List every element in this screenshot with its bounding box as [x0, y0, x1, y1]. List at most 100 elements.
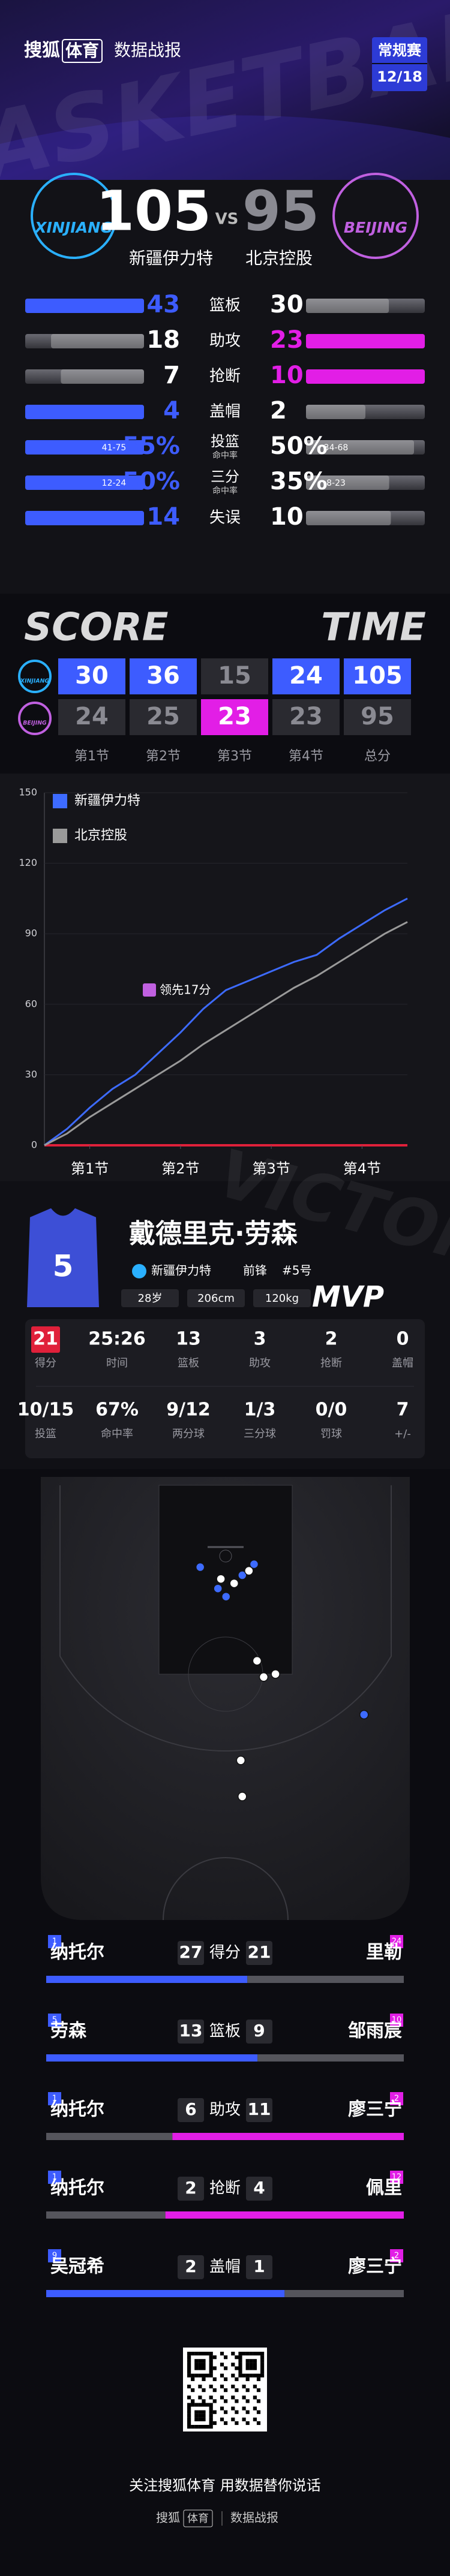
- leader-category: 得分: [209, 1944, 241, 1962]
- qr-module: [253, 2384, 257, 2389]
- qr-module: [198, 2417, 202, 2421]
- badge-number: 10: [392, 2016, 402, 2025]
- qr-module: [209, 2425, 213, 2429]
- qr-module: [231, 2373, 235, 2378]
- home-stat-bar: [61, 369, 145, 384]
- home-score: 105: [96, 179, 211, 243]
- away-leader-value: 21: [248, 1942, 271, 1962]
- player-position: 前锋: [243, 1263, 267, 1278]
- qr-module: [209, 2410, 213, 2414]
- qr-module: [235, 2388, 239, 2393]
- hoop: [219, 1549, 232, 1563]
- qr-module: [194, 2410, 199, 2414]
- qr-module: [194, 2403, 199, 2407]
- quarter-header: 第1节: [74, 749, 109, 764]
- y-tick-label: 150: [19, 787, 37, 798]
- qr-module: [220, 2406, 224, 2411]
- away-stat-value: 10: [270, 362, 304, 389]
- home-made: 41-75: [102, 443, 127, 453]
- award: MVP: [312, 1280, 384, 1314]
- shot: [216, 1574, 226, 1584]
- qr-module: [242, 2396, 246, 2400]
- qr-module: [198, 2363, 202, 2367]
- home-quarter-score: 15: [218, 662, 251, 690]
- qr-module: [209, 2384, 213, 2389]
- home-leader-value: 27: [179, 1942, 203, 1962]
- stat-label: 抢断: [209, 368, 241, 386]
- team-icon: [132, 1264, 146, 1278]
- shot: [238, 1570, 247, 1580]
- y-tick-label: 120: [19, 857, 37, 868]
- info-pill: [187, 1289, 245, 1307]
- qr-module: [256, 2352, 261, 2356]
- qr-module: [253, 2359, 257, 2363]
- stat-label: 篮板: [209, 297, 241, 315]
- quarter-cell: [130, 658, 197, 694]
- quarter-cell: [58, 658, 125, 694]
- quarter-cell: [272, 699, 340, 735]
- qr-module: [194, 2352, 199, 2356]
- home-leader-name: 纳托尔: [50, 2178, 104, 2199]
- qr-module: [205, 2352, 209, 2356]
- number-badge: [390, 2249, 403, 2262]
- team-logo-text: XINJIANG: [20, 678, 50, 684]
- value-box: [178, 2255, 204, 2279]
- home-stat-bar: [25, 299, 144, 313]
- qr-module: [187, 2384, 191, 2389]
- number-badge: [48, 2171, 61, 2184]
- footer-brand: 搜狐: [156, 2511, 180, 2525]
- player-number: #5号: [282, 1263, 311, 1278]
- qr-module: [209, 2396, 213, 2400]
- qr-module: [253, 2406, 257, 2411]
- qr-module: [231, 2417, 235, 2421]
- home-leader-bar: [46, 1976, 248, 1983]
- qr-module: [249, 2363, 253, 2367]
- leader-category: 抢断: [209, 2180, 241, 2198]
- qr-module: [224, 2377, 228, 2381]
- qr-module: [235, 2355, 239, 2360]
- qr-module: [220, 2373, 224, 2378]
- player-stat-label: 命中率: [101, 1428, 133, 1440]
- qr-module: [202, 2363, 206, 2367]
- stat-track: [306, 440, 425, 455]
- leader-category: 助攻: [209, 2101, 241, 2119]
- qr-module: [220, 2384, 224, 2389]
- badge-number: 1: [52, 2094, 57, 2103]
- home-leader-bar: [46, 2133, 173, 2140]
- qr-module: [238, 2352, 242, 2356]
- qr-module: [198, 2352, 202, 2356]
- away-leader-name: 里勒: [366, 1942, 402, 1963]
- player-stat-label: 抢断: [320, 1357, 342, 1370]
- value-box: [246, 1941, 272, 1965]
- qr-module: [238, 2359, 242, 2363]
- footer-title: 数据战报: [230, 2511, 278, 2525]
- qr-module: [209, 2414, 213, 2418]
- away-leader-value: 11: [248, 2099, 271, 2119]
- x-tick-label: 第2节: [161, 1160, 199, 1177]
- home-stat-value: 14: [146, 503, 180, 531]
- qr-module: [187, 2355, 191, 2360]
- qr-module: [249, 2366, 253, 2370]
- qr-module: [209, 2352, 213, 2356]
- qr-module: [212, 2388, 217, 2393]
- home-leader-bar: [46, 2211, 166, 2219]
- number-badge: [48, 2249, 61, 2262]
- away-quarter-score: 24: [75, 703, 109, 730]
- home-stat-value: 7: [163, 362, 180, 389]
- shot: [249, 1559, 259, 1569]
- value-box: [178, 2177, 204, 2201]
- leader-category: 篮板: [209, 2023, 241, 2041]
- home-name: 新疆伊力特: [129, 248, 213, 268]
- highlight-box: [31, 1326, 60, 1353]
- header-swoosh: [0, 115, 450, 180]
- away-leader-bar: [247, 1976, 404, 1983]
- player-stat-value: 10/15: [17, 1400, 74, 1421]
- qr-module: [198, 2414, 202, 2418]
- home-leader-name: 吴冠希: [50, 2256, 104, 2277]
- number-badge: [390, 2092, 403, 2105]
- qr-module: [242, 2384, 246, 2389]
- jersey-number: 5: [53, 1249, 74, 1284]
- info-pill: [253, 1289, 311, 1307]
- qr-module: [256, 2421, 261, 2425]
- qr-module: [245, 2366, 250, 2370]
